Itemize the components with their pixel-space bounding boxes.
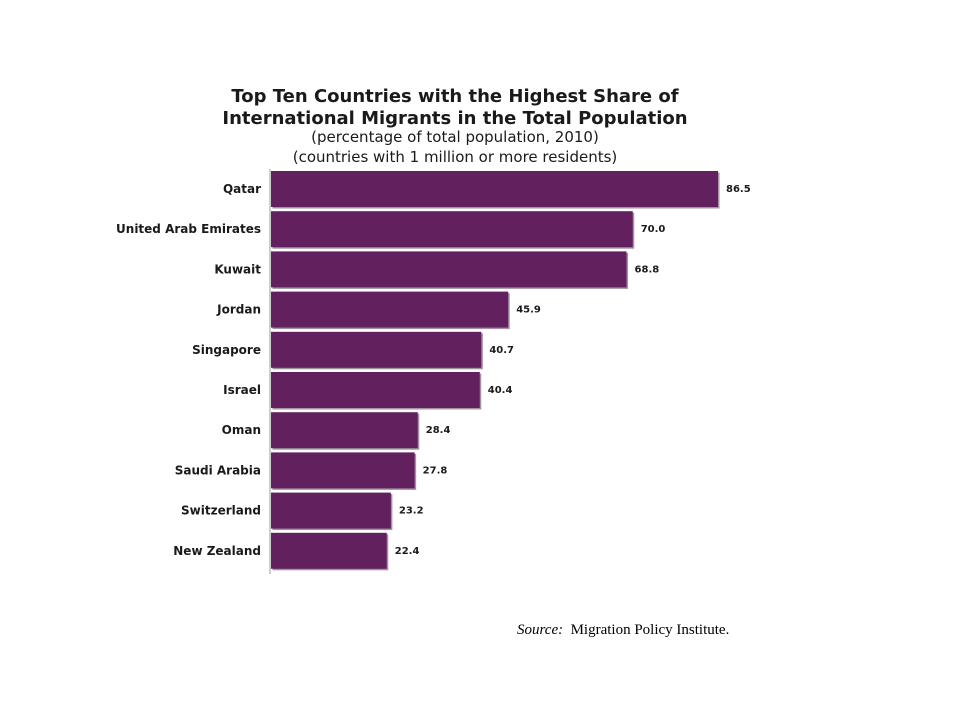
- value-label-qatar: 86.5: [726, 184, 751, 195]
- bar-qatar: [271, 171, 718, 207]
- bar-saudi-arabia: [271, 452, 415, 489]
- category-label-singapore: Singapore: [192, 343, 261, 357]
- bar-singapore: [271, 331, 482, 368]
- category-label-israel: Israel: [223, 383, 261, 397]
- value-label-new-zealand: 22.4: [395, 546, 420, 557]
- chart-title-line-1: Top Ten Countries with the Highest Share…: [231, 86, 679, 107]
- category-label-saudi-arabia: Saudi Arabia: [175, 463, 261, 477]
- category-label-new-zealand: New Zealand: [173, 544, 261, 558]
- bar-israel: [271, 372, 480, 408]
- value-label-saudi-arabia: 27.8: [423, 465, 448, 476]
- chart-subtitle-line-2: (countries with 1 million or more reside…: [292, 148, 618, 166]
- bar-switzerland: [271, 492, 391, 529]
- category-label-switzerland: Switzerland: [181, 504, 261, 518]
- bar-united-arab-emirates: [271, 211, 633, 248]
- bar-oman: [271, 412, 418, 449]
- value-label-switzerland: 23.2: [399, 506, 424, 517]
- value-label-singapore: 40.7: [489, 345, 514, 356]
- value-label-united-arab-emirates: 70.0: [641, 224, 666, 235]
- category-label-united-arab-emirates: United Arab Emirates: [116, 222, 261, 236]
- bar-kuwait: [271, 251, 627, 288]
- category-label-oman: Oman: [222, 423, 261, 437]
- source-text: Migration Policy Institute.: [570, 622, 730, 638]
- chart-subtitle-line-1: (percentage of total population, 2010): [311, 128, 599, 146]
- chart-title-line-2: International Migrants in the Total Popu…: [222, 108, 688, 129]
- category-label-jordan: Jordan: [216, 303, 261, 317]
- value-label-israel: 40.4: [488, 385, 513, 396]
- value-label-jordan: 45.9: [516, 305, 541, 316]
- bar-jordan: [271, 291, 509, 328]
- bar-new-zealand: [271, 532, 387, 569]
- source-note: Source: Migration Policy Institute.: [517, 622, 729, 639]
- value-label-kuwait: 68.8: [635, 264, 660, 275]
- category-label-kuwait: Kuwait: [214, 262, 261, 276]
- category-label-qatar: Qatar: [223, 182, 261, 196]
- source-label: Source:: [517, 622, 564, 638]
- value-label-oman: 28.4: [426, 425, 451, 436]
